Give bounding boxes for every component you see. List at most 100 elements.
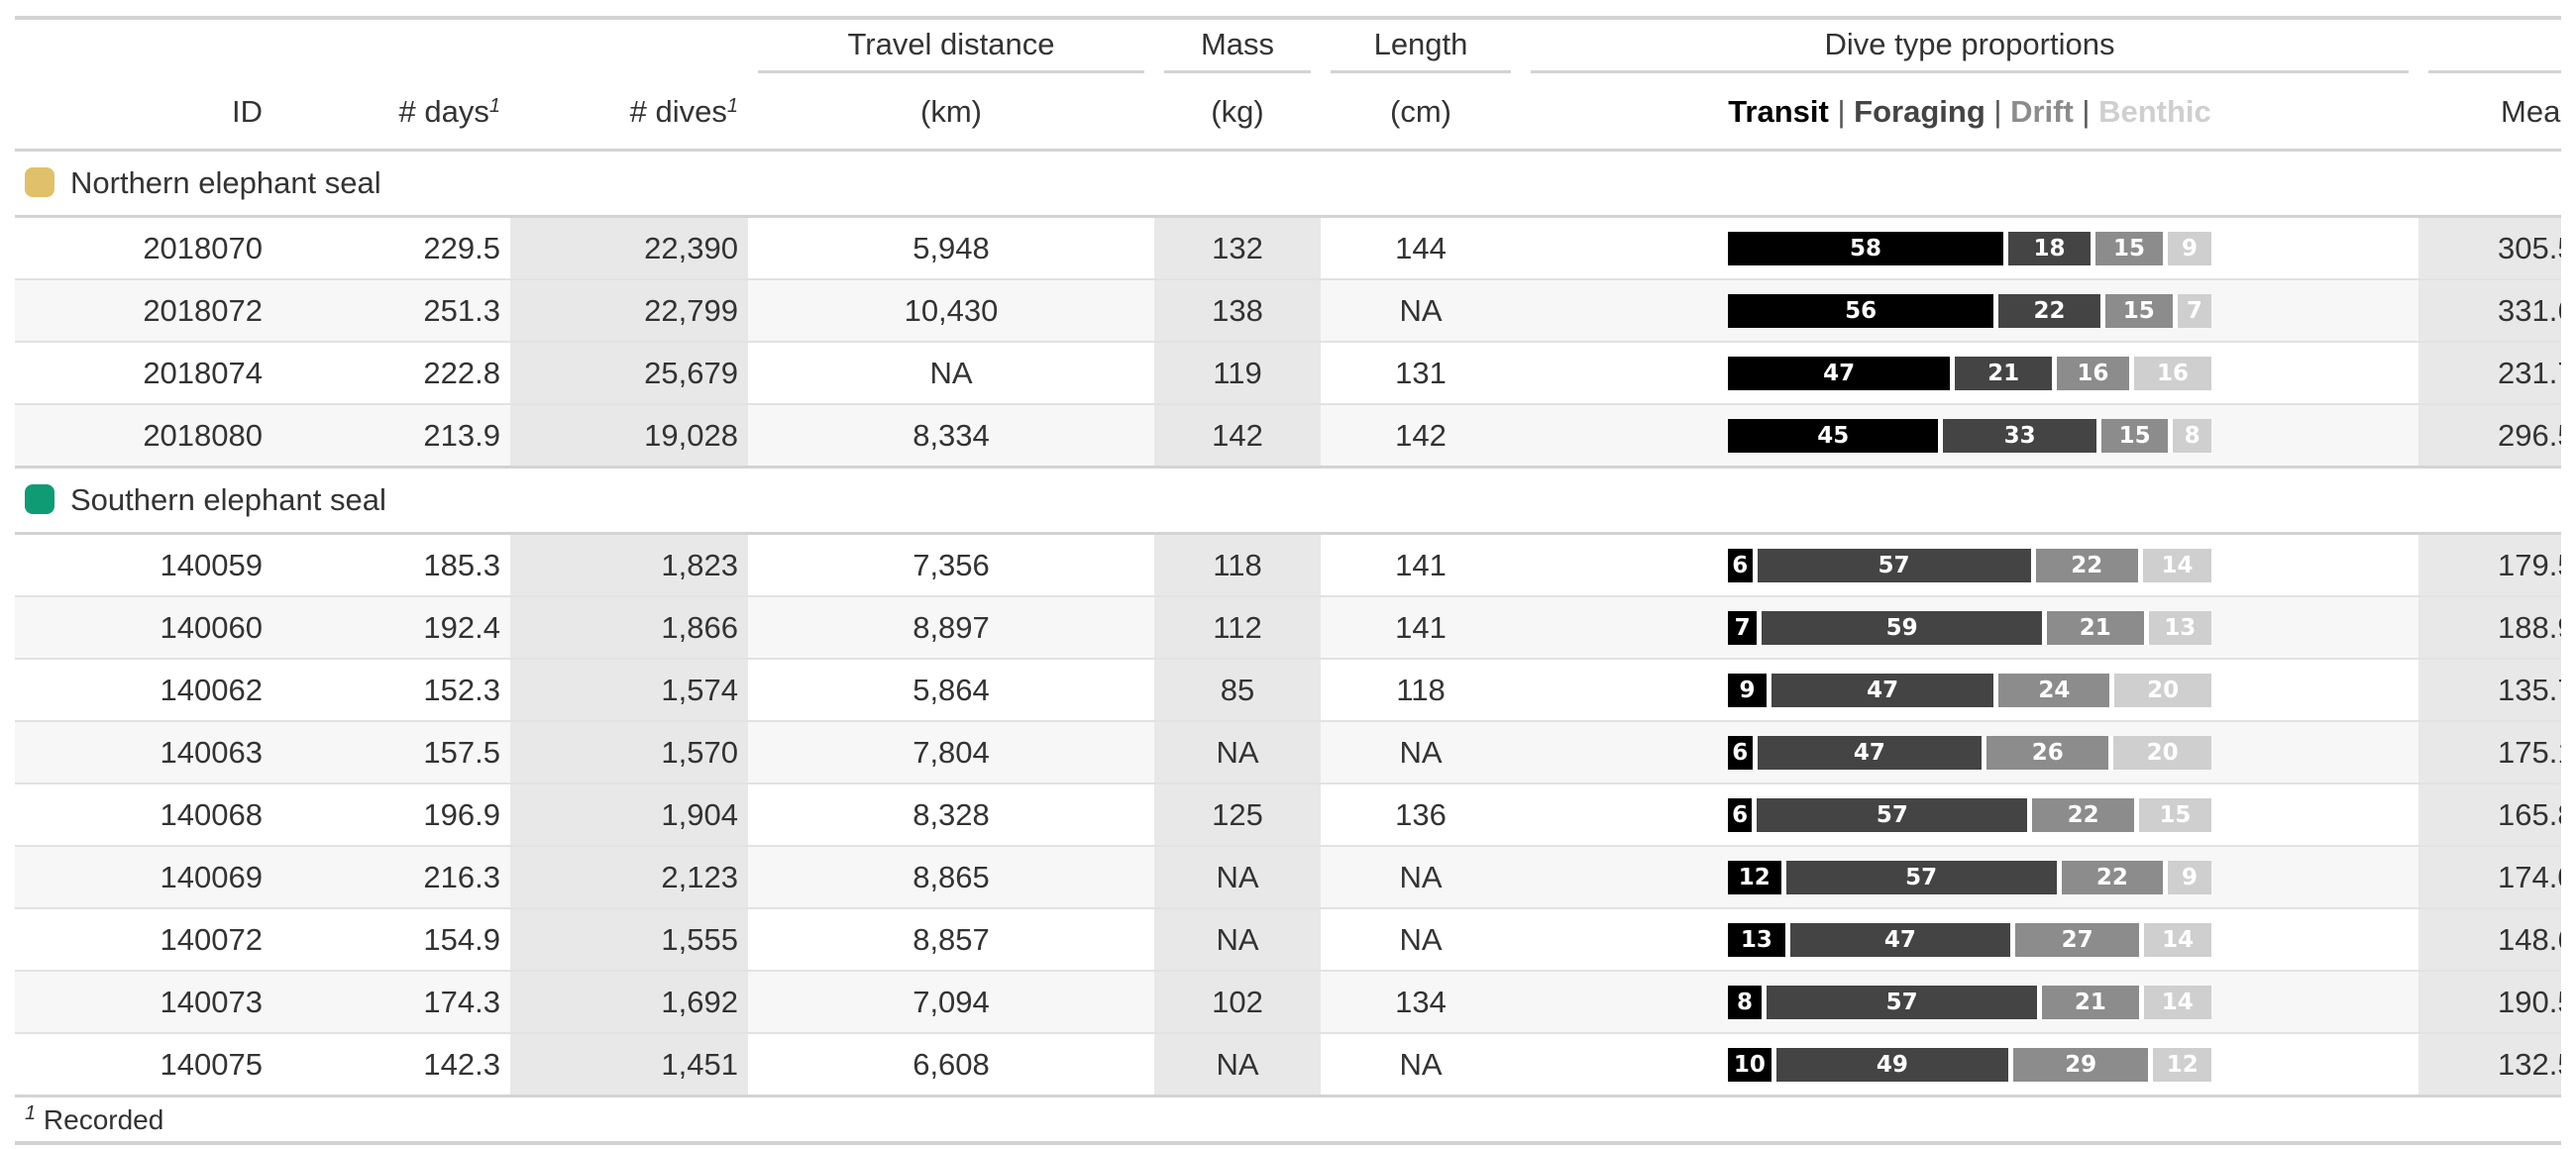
- cell-length: 136: [1321, 783, 1521, 847]
- cell-mean: 165.8: [2418, 783, 2561, 847]
- cell-mass: NA: [1154, 846, 1321, 909]
- proportion-bar: 7 59 21 13: [1728, 610, 2211, 645]
- cell-days: 192.4: [272, 596, 510, 660]
- group-label: Northern elephant seal: [15, 150, 2561, 218]
- dive-type-legend: Transit | Foraging | Drift | Benthic: [1521, 79, 2418, 151]
- cell-dive-proportions: 10 49 29 12: [1521, 1033, 2418, 1097]
- drift-segment: 21: [2042, 985, 2144, 1019]
- cell-distance: 8,328: [748, 783, 1154, 847]
- cell-days: 229.5: [272, 216, 510, 280]
- foraging-segment: 22: [1998, 293, 2105, 328]
- cell-id: 140068: [15, 783, 272, 847]
- cell-days: 157.5: [272, 721, 510, 784]
- cell-id: 2018080: [15, 404, 272, 469]
- cell-id: 140059: [15, 533, 272, 597]
- transit-segment: 45: [1728, 418, 1944, 453]
- cell-days: 154.9: [272, 908, 510, 972]
- table-row: 2018070 229.5 22,390 5,948 132 144 58 18 15 9 305.…: [15, 216, 2561, 280]
- foraging-segment: 57: [1757, 797, 2033, 832]
- legend-benthic: Benthic: [2098, 94, 2211, 129]
- cell-dives: 1,823: [510, 533, 748, 597]
- col-header-dives: # dives1: [629, 94, 738, 129]
- benthic-segment: 9: [2168, 860, 2211, 894]
- cell-dive-proportions: 13 47 27 14: [1521, 908, 2418, 972]
- benthic-segment: 20: [2113, 735, 2211, 770]
- cell-length: 141: [1321, 596, 1521, 660]
- benthic-segment: 13: [2148, 610, 2211, 645]
- cell-dives: 1,574: [510, 659, 748, 722]
- cell-mass: NA: [1154, 721, 1321, 784]
- species-color-swatch: [25, 167, 54, 197]
- cell-dives: 1,555: [510, 908, 748, 972]
- drift-segment: 22: [2035, 548, 2143, 582]
- drift-segment: 27: [2014, 922, 2145, 957]
- cell-distance: 5,864: [748, 659, 1154, 722]
- proportion-bar: 45 33 15 8: [1728, 418, 2211, 453]
- legend-separator: |: [2082, 94, 2091, 129]
- col-header-days: # days1: [398, 94, 500, 129]
- table-row: 2018080 213.9 19,028 8,334 142 142 45 33 15 8 296.…: [15, 404, 2561, 469]
- foraging-segment: 57: [1785, 860, 2062, 894]
- footnote: 1 Recorded: [15, 1096, 2561, 1145]
- benthic-segment: 15: [2138, 797, 2211, 832]
- transit-segment: 13: [1728, 922, 1790, 957]
- cell-dive-proportions: 12 57 22 9: [1521, 846, 2418, 909]
- cell-mean: 132.5: [2418, 1033, 2561, 1097]
- cell-id: 2018072: [15, 279, 272, 343]
- cell-length: 131: [1321, 342, 1521, 405]
- cell-dives: 22,390: [510, 216, 748, 280]
- cell-dives: 1,570: [510, 721, 748, 784]
- cell-length: NA: [1321, 1033, 1521, 1097]
- group-row: Southern elephant seal: [15, 467, 2561, 535]
- cell-mean: 174.0: [2418, 846, 2561, 909]
- transit-segment: 47: [1728, 356, 1956, 390]
- benthic-segment: 8: [2173, 418, 2211, 453]
- cell-distance: 8,334: [748, 404, 1154, 469]
- cell-id: 140073: [15, 971, 272, 1034]
- foraging-segment: 57: [1767, 985, 2043, 1019]
- cell-mass: 112: [1154, 596, 1321, 660]
- proportion-bar: 6 57 22 14: [1728, 548, 2211, 582]
- cell-dives: 1,866: [510, 596, 748, 660]
- cell-length: 144: [1321, 216, 1521, 280]
- cell-dive-proportions: 6 47 26 20: [1521, 721, 2418, 784]
- benthic-segment: 9: [2168, 231, 2211, 265]
- transit-segment: 8: [1728, 985, 1768, 1019]
- legend-transit: Transit: [1728, 94, 1829, 129]
- footnote-row: 1 Recorded: [15, 1096, 2561, 1145]
- cell-id: 140062: [15, 659, 272, 722]
- footnote-text: Recorded: [43, 1104, 164, 1135]
- legend-foraging: Foraging: [1854, 94, 1986, 129]
- spanner-mean: [2418, 18, 2561, 79]
- benthic-segment: 14: [2144, 922, 2211, 957]
- cell-dive-proportions: 6 57 22 14: [1521, 533, 2418, 597]
- proportion-bar: 56 22 15 7: [1728, 293, 2211, 328]
- proportion-bar: 47 21 16 16: [1728, 356, 2211, 390]
- benthic-segment: 7: [2177, 293, 2211, 328]
- transit-segment: 7: [1728, 610, 1763, 645]
- cell-dives: 22,799: [510, 279, 748, 343]
- drift-segment: 29: [2012, 1047, 2154, 1082]
- foraging-segment: 57: [1757, 548, 2036, 582]
- cell-id: 2018070: [15, 216, 272, 280]
- foraging-segment: 47: [1789, 922, 2015, 957]
- cell-mass: 85: [1154, 659, 1321, 722]
- col-header-id: ID: [232, 94, 263, 129]
- foraging-segment: 47: [1757, 735, 1987, 770]
- cell-days: 222.8: [272, 342, 510, 405]
- cell-dives: 1,451: [510, 1033, 748, 1097]
- transit-segment: 9: [1728, 673, 1771, 707]
- cell-mean: 305.5: [2418, 216, 2561, 280]
- drift-segment: 21: [2047, 610, 2149, 645]
- cell-dive-proportions: 45 33 15 8: [1521, 404, 2418, 469]
- cell-length: 142: [1321, 404, 1521, 469]
- cell-distance: 8,857: [748, 908, 1154, 972]
- foraging-segment: 49: [1775, 1047, 2013, 1082]
- cell-days: 251.3: [272, 279, 510, 343]
- cell-length: NA: [1321, 279, 1521, 343]
- drift-segment: 15: [2094, 231, 2169, 265]
- benthic-segment: 14: [2142, 548, 2211, 582]
- cell-mass: 125: [1154, 783, 1321, 847]
